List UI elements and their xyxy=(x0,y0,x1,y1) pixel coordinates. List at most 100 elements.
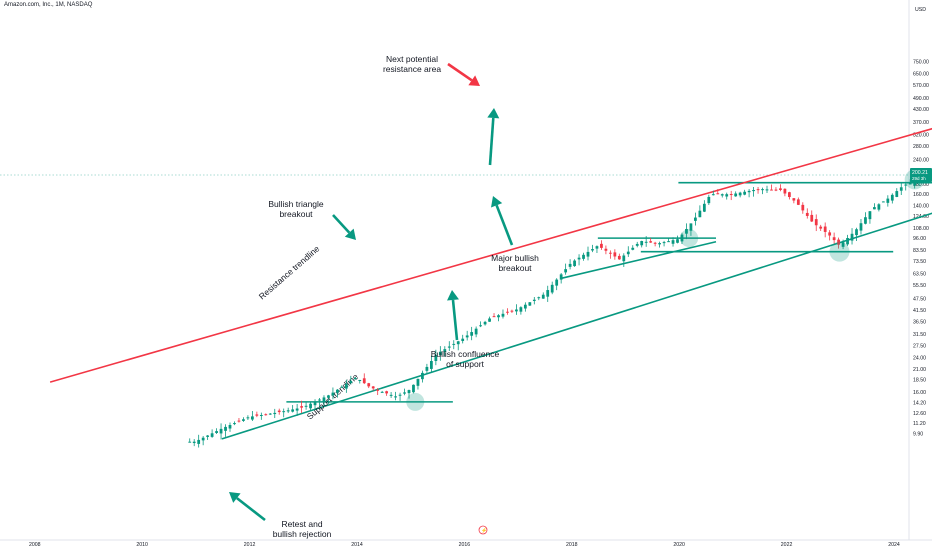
candle-body xyxy=(273,412,277,415)
candle-body xyxy=(483,321,487,325)
candle-body xyxy=(886,198,890,203)
candle-body xyxy=(725,194,729,197)
price-axis[interactable]: 750.00 650.00 570.00 490.00 430.00 370.00 320.… xyxy=(913,59,929,437)
last-price-value: 200.21 xyxy=(912,170,928,176)
y-tick-label: 370.00 xyxy=(913,120,929,126)
candle-body xyxy=(506,311,509,313)
candle-body xyxy=(881,201,885,203)
candle-body xyxy=(438,351,442,356)
candle-body xyxy=(680,234,684,242)
candle-body xyxy=(313,401,317,406)
candle-body xyxy=(819,226,823,229)
candle-body xyxy=(456,341,460,345)
candle-body xyxy=(474,328,478,335)
x-tick-label: 2016 xyxy=(459,542,471,548)
arrow-head xyxy=(487,108,500,119)
annotation-line-2: of support xyxy=(446,359,484,369)
candle-body xyxy=(635,243,639,246)
candle-body xyxy=(595,246,599,249)
y-tick-label: 320.00 xyxy=(913,133,929,139)
candle-body xyxy=(617,255,621,260)
candle-body xyxy=(591,249,594,251)
annotation-line-1: Bullish confluence xyxy=(431,349,500,359)
arrow-to-resistance-area xyxy=(447,62,480,86)
candle-body xyxy=(510,310,514,312)
y-tick-label: 83.50 xyxy=(913,248,926,254)
y-tick-label: 96.00 xyxy=(913,236,926,242)
candle-body xyxy=(846,238,849,245)
candle-body xyxy=(461,338,465,342)
time-axis[interactable]: 2008 2010 2012 2014 2016 2018 2020 2022 2024 xyxy=(29,542,900,548)
candle-body xyxy=(434,355,438,361)
candle-body xyxy=(685,228,688,234)
y-tick-label: 41.50 xyxy=(913,308,926,314)
candle-body xyxy=(447,346,451,348)
candle-body xyxy=(644,241,648,243)
x-tick-label: 2020 xyxy=(673,542,685,548)
y-tick-label: 280.00 xyxy=(913,144,929,150)
candle-body xyxy=(286,410,290,412)
arrow-shaft xyxy=(451,299,459,341)
candle-body xyxy=(210,433,214,437)
candle-body xyxy=(523,304,527,309)
candle-body xyxy=(398,394,402,396)
candle-body xyxy=(515,309,518,312)
candle-body xyxy=(720,194,724,196)
highlight-circles xyxy=(406,169,925,411)
candle-body xyxy=(206,435,210,437)
y-tick-label: 12.60 xyxy=(913,411,926,417)
candles xyxy=(188,171,926,448)
candle-body xyxy=(801,204,805,211)
horizontal-levels xyxy=(286,181,932,403)
candle-body xyxy=(336,389,339,393)
candle-body xyxy=(694,217,697,221)
candle-body xyxy=(541,294,545,299)
candle-body xyxy=(429,360,433,369)
candle-body xyxy=(676,239,679,243)
candle-body xyxy=(658,243,661,245)
tv-logo-icon[interactable]: ⚡ xyxy=(478,525,488,535)
candle-body xyxy=(416,378,420,386)
candle-body xyxy=(913,182,917,186)
candle-body xyxy=(452,343,456,345)
triangle-bottom-line xyxy=(560,241,717,280)
candle-body xyxy=(488,318,491,322)
arrow-head xyxy=(468,75,480,86)
resistance-trendline-label: Resistance trendline xyxy=(257,243,322,301)
svg-text:⚡: ⚡ xyxy=(481,527,487,534)
y-tick-label: 650.00 xyxy=(913,72,929,78)
candle-body xyxy=(358,379,362,381)
candle-body xyxy=(841,242,845,247)
candle-body xyxy=(327,395,330,398)
candle-body xyxy=(394,396,397,398)
annotation-line-1: Retest and xyxy=(281,519,322,529)
candle-body xyxy=(698,210,702,218)
candle-body xyxy=(582,254,585,259)
annotation-arrows xyxy=(229,62,514,522)
candle-body xyxy=(353,378,357,380)
y-tick-label: 570.00 xyxy=(913,83,929,89)
candle-body xyxy=(850,233,854,241)
y-tick-label: 180.00 xyxy=(913,182,929,188)
candle-body xyxy=(497,315,500,318)
candle-body xyxy=(899,187,903,191)
candle-body xyxy=(295,408,299,411)
x-tick-label: 2018 xyxy=(566,542,578,548)
y-tick-label: 55.50 xyxy=(913,283,926,289)
candle-body xyxy=(237,420,241,422)
candle-body xyxy=(577,257,581,260)
last-price-countdown: 29d 3h xyxy=(912,176,926,181)
y-tick-label: 47.50 xyxy=(913,297,926,303)
candle-body xyxy=(304,405,308,407)
annotation-line-2: breakout xyxy=(498,263,532,273)
candle-body xyxy=(215,431,218,433)
candle-body xyxy=(908,183,912,185)
candle-body xyxy=(864,217,867,224)
symbol-title: Amazon.com, Inc., 1M, NASDAQ xyxy=(4,2,93,8)
y-tick-label: 11.20 xyxy=(913,421,926,427)
candle-body xyxy=(219,428,223,434)
annotation-line-1: Next potential xyxy=(386,54,438,64)
